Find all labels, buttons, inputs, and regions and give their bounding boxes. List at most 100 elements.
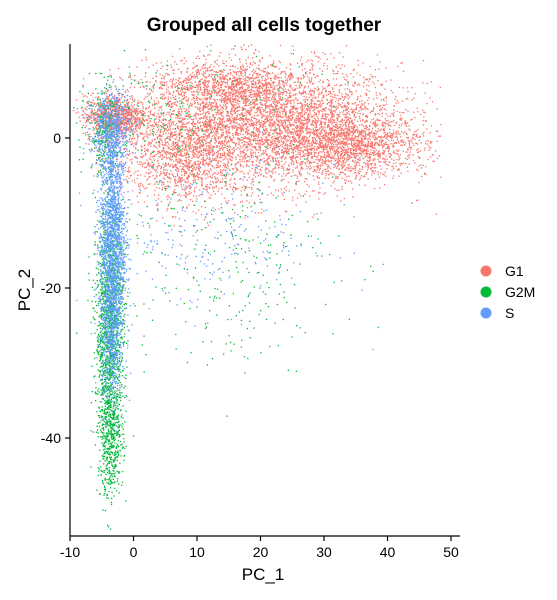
data-point — [288, 128, 290, 131]
data-point — [315, 121, 317, 123]
data-point — [277, 119, 279, 121]
data-point — [283, 84, 285, 86]
data-point — [177, 194, 179, 196]
data-point — [202, 103, 204, 105]
data-point — [364, 121, 366, 124]
data-point — [194, 137, 196, 139]
data-point — [341, 149, 344, 151]
data-point — [334, 94, 336, 96]
data-point — [250, 104, 252, 106]
data-point — [268, 155, 270, 158]
data-point — [264, 145, 266, 148]
data-point — [298, 193, 300, 195]
data-point — [329, 131, 332, 133]
data-point — [289, 95, 291, 97]
data-point — [230, 122, 232, 125]
data-point — [359, 118, 361, 120]
data-point — [350, 108, 352, 111]
data-point — [313, 190, 315, 192]
data-point — [182, 135, 184, 137]
data-point — [213, 66, 215, 68]
data-point — [217, 127, 219, 129]
data-point — [364, 108, 366, 110]
data-point — [301, 122, 304, 124]
data-point — [280, 92, 282, 94]
data-point — [324, 159, 327, 161]
data-point — [281, 152, 283, 154]
data-point — [290, 109, 292, 111]
data-point — [206, 111, 208, 113]
data-point — [339, 154, 341, 157]
data-point — [290, 73, 292, 75]
data-point — [248, 201, 250, 204]
series-g1-points — [72, 44, 442, 245]
data-point — [176, 63, 178, 65]
data-point — [158, 128, 160, 130]
data-point — [377, 173, 379, 175]
data-point — [388, 128, 391, 130]
data-point — [432, 160, 434, 162]
data-point — [224, 185, 226, 187]
data-point — [281, 175, 283, 177]
data-point — [211, 138, 213, 140]
data-point — [272, 109, 275, 112]
data-point — [181, 110, 183, 113]
data-point — [325, 156, 328, 159]
data-point — [307, 114, 309, 116]
data-point — [372, 158, 374, 160]
data-point — [216, 107, 219, 109]
data-point — [216, 155, 218, 157]
data-point — [311, 140, 314, 142]
data-point — [267, 162, 270, 165]
data-point — [384, 159, 386, 161]
data-point — [262, 104, 264, 106]
data-point — [273, 157, 275, 159]
data-point — [436, 157, 439, 160]
data-point — [296, 107, 298, 109]
data-point — [352, 133, 354, 135]
data-point — [205, 147, 207, 149]
data-point — [178, 138, 181, 140]
data-point — [324, 177, 326, 179]
data-point — [284, 158, 286, 160]
data-point — [276, 146, 278, 148]
data-point — [333, 119, 336, 121]
data-point — [239, 129, 242, 131]
data-point — [150, 110, 152, 112]
data-point — [295, 117, 297, 120]
data-point — [331, 123, 333, 125]
data-point — [367, 169, 369, 171]
data-point — [349, 134, 351, 136]
data-point — [353, 103, 355, 105]
data-point — [270, 105, 273, 107]
data-point — [282, 140, 285, 143]
data-point — [412, 160, 415, 162]
data-point — [216, 177, 219, 179]
data-point — [247, 84, 250, 86]
data-point — [241, 118, 243, 120]
data-point — [347, 118, 349, 120]
data-point — [360, 177, 362, 179]
data-point — [347, 88, 349, 90]
data-point — [351, 135, 353, 137]
data-point — [319, 140, 321, 143]
data-point — [201, 73, 203, 75]
data-point — [353, 68, 356, 71]
data-point — [401, 123, 403, 125]
data-point — [167, 185, 169, 187]
data-point — [327, 160, 329, 162]
data-point — [281, 192, 283, 194]
data-point — [222, 118, 224, 120]
data-point — [354, 102, 356, 104]
data-point — [188, 166, 190, 168]
data-point — [266, 128, 268, 130]
data-point — [286, 150, 288, 153]
data-point — [247, 133, 250, 135]
data-point — [364, 127, 366, 129]
data-point — [312, 137, 314, 139]
data-point — [226, 78, 228, 80]
data-point — [142, 138, 144, 141]
data-point — [277, 145, 280, 148]
data-point — [385, 161, 387, 163]
data-point — [220, 172, 222, 174]
